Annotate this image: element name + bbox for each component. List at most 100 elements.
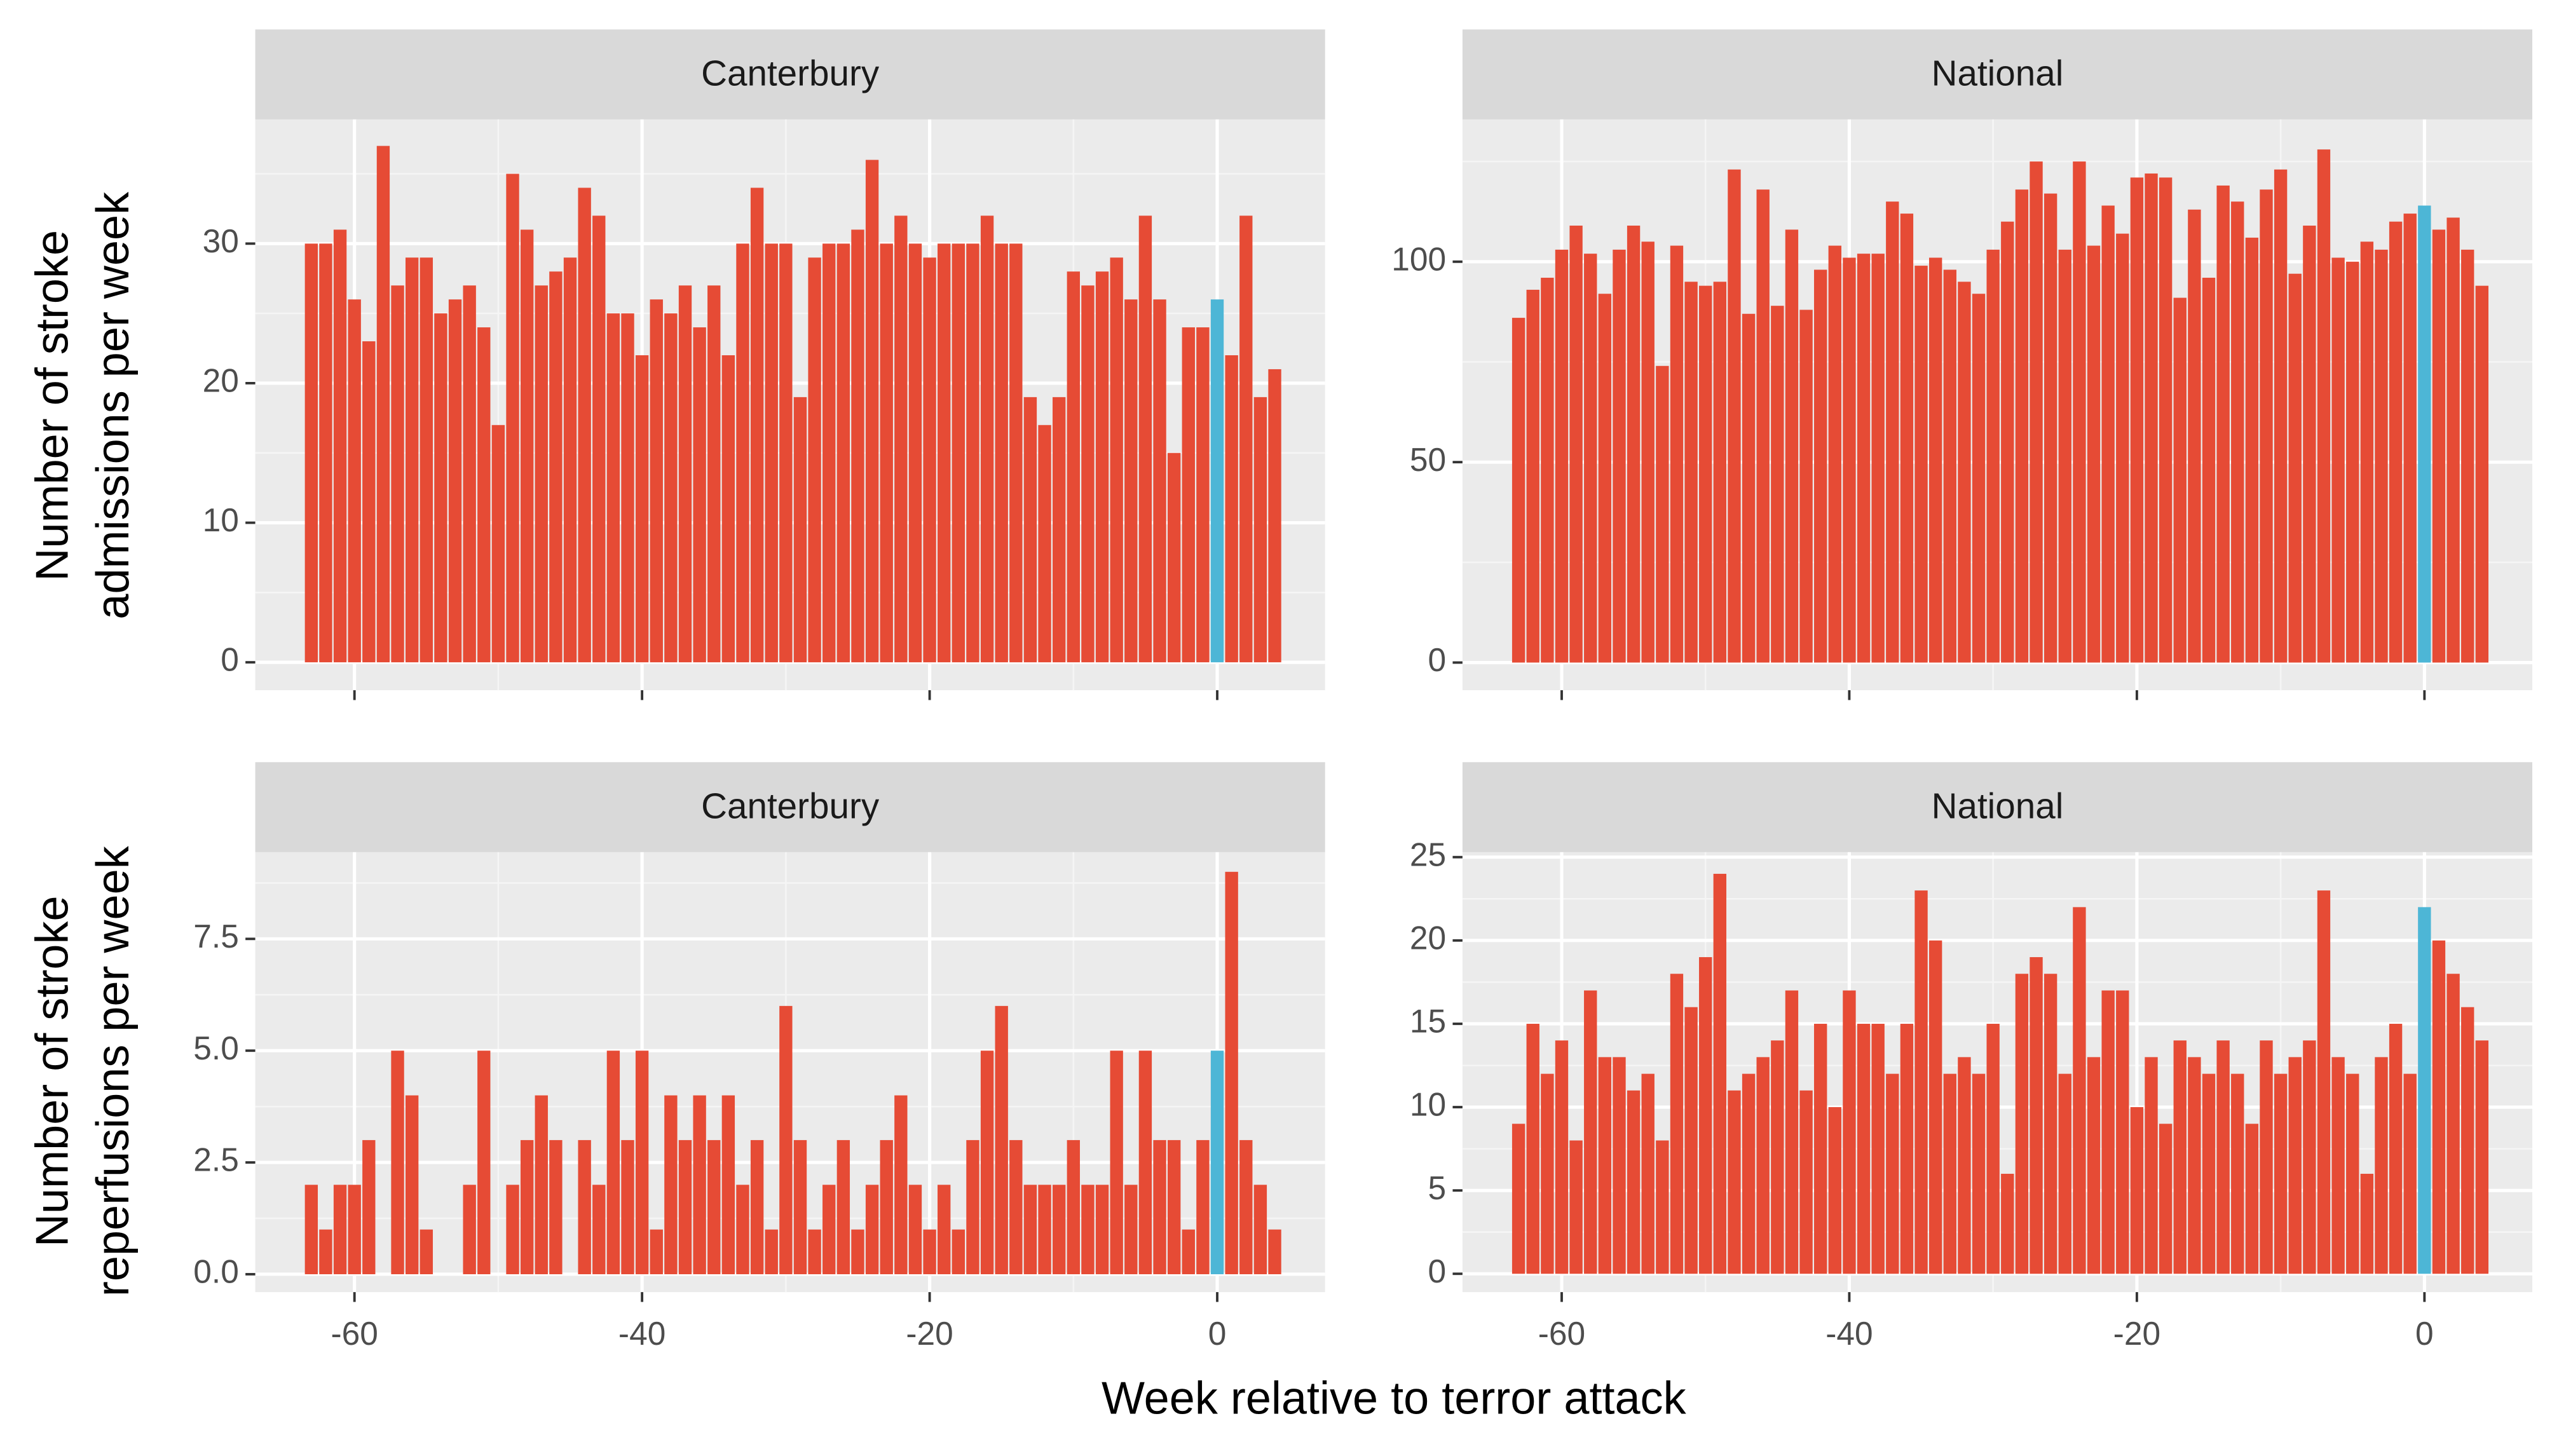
- bar: [2030, 161, 2043, 663]
- bar: [736, 1185, 749, 1274]
- bar: [362, 1140, 376, 1274]
- bar: [1526, 1023, 1539, 1274]
- bar: [2101, 205, 2115, 663]
- bar: [2202, 1073, 2216, 1274]
- bar: [2375, 249, 2388, 663]
- bar: [1613, 1057, 1626, 1274]
- bar: [2432, 940, 2446, 1274]
- bar: [1081, 285, 1095, 663]
- bar: [2260, 189, 2273, 663]
- bar: [520, 1140, 534, 1274]
- bar: [1095, 1185, 1109, 1274]
- bar: [995, 1005, 1008, 1274]
- bar: [2389, 1023, 2403, 1274]
- bar: [808, 257, 821, 663]
- bar: [578, 1140, 591, 1274]
- strip-text: National: [1932, 786, 2064, 826]
- bar: [1541, 1073, 1554, 1274]
- y-tick-label: 0: [221, 641, 239, 678]
- bar: [1095, 271, 1109, 663]
- bar: [1598, 1057, 1612, 1274]
- y-tick-label: 0.0: [193, 1253, 239, 1290]
- bar: [980, 215, 994, 663]
- y-tick-label: 0: [1428, 1253, 1447, 1289]
- bar: [1756, 189, 1770, 663]
- y-axis-title: admissions per week: [88, 191, 139, 620]
- bar: [1253, 397, 1267, 663]
- bar: [606, 313, 620, 663]
- bar: [1900, 1023, 1914, 1274]
- bar: [635, 1051, 649, 1274]
- bar: [1081, 1185, 1095, 1274]
- bar: [2331, 257, 2345, 663]
- y-tick-label: 5: [1428, 1169, 1447, 1206]
- y-tick-label: 20: [1410, 919, 1446, 956]
- bar: [2274, 1073, 2288, 1274]
- bar: [851, 1229, 864, 1274]
- bar: [448, 299, 462, 663]
- bar: [2260, 1040, 2273, 1274]
- bar: [2461, 1007, 2474, 1274]
- bar: [894, 215, 908, 663]
- bar: [1239, 215, 1253, 663]
- bar: [793, 1140, 807, 1274]
- bar: [2145, 1057, 2158, 1274]
- y-axis-title: Number of stroke: [27, 895, 78, 1247]
- bar: [1728, 169, 1741, 663]
- bar: [693, 1095, 706, 1274]
- bar: [2375, 1057, 2388, 1274]
- bar: [1699, 957, 1712, 1274]
- bar: [348, 1185, 361, 1274]
- bar: [2231, 1073, 2244, 1274]
- bar: [1167, 1140, 1181, 1274]
- bar: [1268, 1229, 1281, 1274]
- bar: [2317, 149, 2331, 663]
- x-tick-label: 0: [1208, 1315, 1227, 1352]
- bar: [1857, 254, 1871, 663]
- strip: [255, 762, 1325, 852]
- bar: [2101, 990, 2115, 1274]
- bar: [391, 1051, 404, 1274]
- bar: [1023, 1185, 1037, 1274]
- bar: [2346, 1073, 2359, 1274]
- bar: [1569, 226, 1583, 663]
- bar: [1684, 282, 1698, 663]
- bar: [1239, 1140, 1253, 1274]
- bar: [1799, 1090, 1813, 1274]
- bar: [1038, 425, 1051, 663]
- bar: [1584, 254, 1597, 663]
- bar: [1785, 990, 1799, 1274]
- bar: [2015, 189, 2029, 663]
- y-tick-label: 50: [1410, 441, 1446, 478]
- bar: [880, 1140, 893, 1274]
- strip: [1462, 762, 2533, 852]
- bar: [1182, 1229, 1195, 1274]
- x-tick-label: -20: [2113, 1315, 2160, 1352]
- bar: [1038, 1185, 1051, 1274]
- bar: [2446, 974, 2460, 1274]
- bar: [1182, 327, 1195, 663]
- bar: [2245, 237, 2259, 663]
- bar: [1670, 245, 1684, 663]
- bar: [2274, 169, 2288, 663]
- bar: [650, 299, 663, 663]
- bar: [319, 243, 332, 663]
- bar: [2461, 249, 2474, 663]
- y-tick-label: 10: [203, 501, 239, 538]
- bar: [463, 1185, 476, 1274]
- bar: [836, 243, 850, 663]
- bar: [923, 257, 936, 663]
- bar: [1656, 1140, 1669, 1274]
- bar: [2475, 285, 2489, 663]
- x-tick-label: -40: [618, 1315, 665, 1352]
- bar: [1167, 452, 1181, 663]
- bar: [2159, 177, 2173, 663]
- bar: [1613, 249, 1626, 663]
- bar: [1555, 249, 1569, 663]
- bar: [1871, 254, 1885, 663]
- bar: [650, 1229, 663, 1274]
- bar: [938, 1185, 951, 1274]
- y-tick-label: 7.5: [193, 918, 239, 955]
- bar: [420, 1229, 433, 1274]
- bar: [2317, 890, 2331, 1274]
